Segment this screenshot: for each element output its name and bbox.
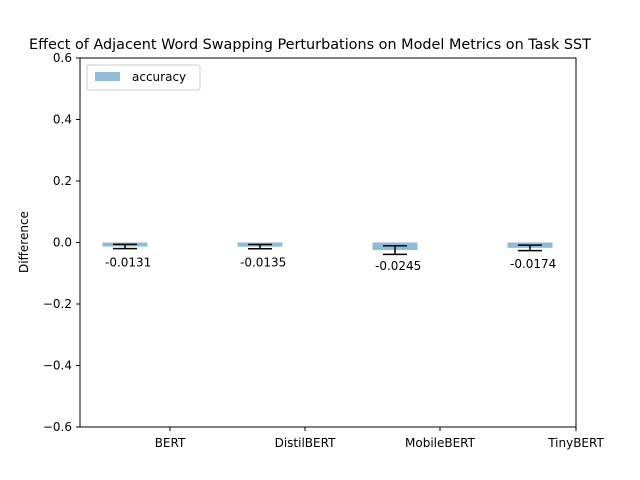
y-tick-label: 0.0	[53, 236, 72, 250]
bars	[102, 242, 553, 251]
data-label: -0.0174	[510, 257, 556, 271]
y-axis: −0.6 −0.4 −0.2 0.0 0.2 0.4 0.6	[43, 51, 80, 434]
x-tick-label: DistilBERT	[275, 436, 336, 450]
y-axis-label: Difference	[17, 211, 31, 273]
y-tick-label: 0.6	[53, 51, 72, 65]
data-label: -0.0131	[105, 256, 151, 270]
error-bar	[518, 244, 542, 252]
x-axis: BERT DistilBERT MobileBERT TinyBERT	[155, 427, 604, 450]
legend-box	[86, 64, 201, 91]
error-bar	[113, 243, 137, 250]
data-labels: -0.0131 -0.0135 -0.0245 -0.0174	[105, 256, 556, 274]
legend-swatch	[95, 72, 120, 81]
plot-frame	[79, 57, 577, 428]
y-tick-label: 0.4	[53, 113, 72, 127]
chart-title: Effect of Adjacent Word Swapping Perturb…	[29, 37, 591, 53]
x-tick-label: TinyBERT	[547, 436, 604, 450]
y-tick-label: 0.2	[53, 174, 72, 188]
legend-label: accuracy	[132, 70, 186, 84]
data-label: -0.0135	[240, 256, 286, 270]
x-tick-label: MobileBERT	[405, 436, 476, 450]
y-tick-label: −0.2	[43, 297, 72, 311]
error-bar	[248, 243, 272, 250]
legend: accuracy	[86, 64, 201, 91]
y-tick-label: −0.4	[43, 359, 72, 373]
x-tick-label: BERT	[155, 436, 186, 450]
data-label: -0.0245	[375, 259, 421, 273]
error-bar	[383, 244, 407, 256]
error-bars	[113, 243, 542, 256]
y-tick-label: −0.6	[43, 420, 72, 434]
